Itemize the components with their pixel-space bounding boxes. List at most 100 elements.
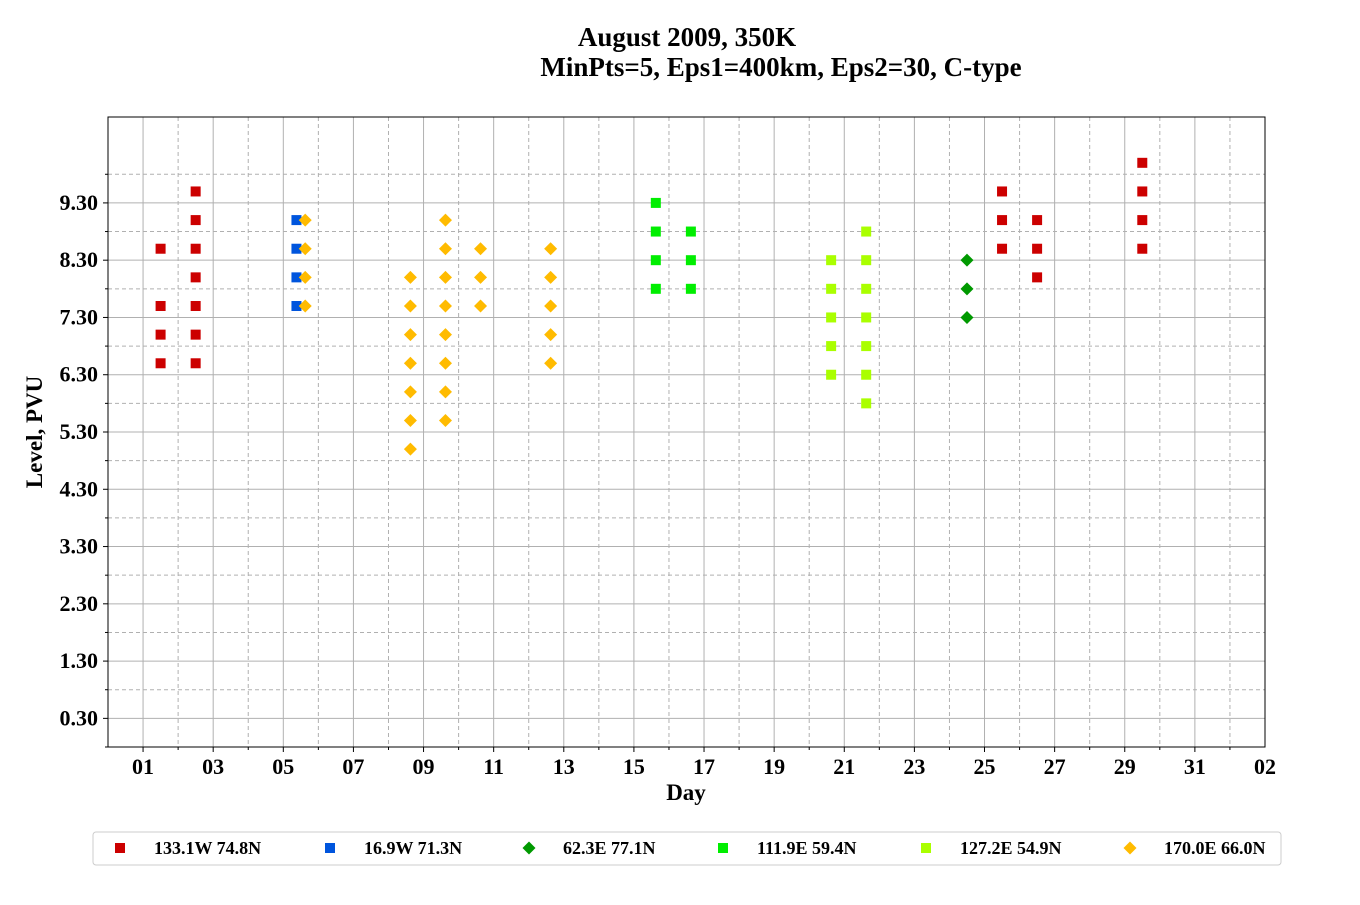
legend-label: 133.1W 74.8N: [154, 838, 261, 858]
data-point: [291, 301, 302, 311]
data-point: [960, 282, 974, 296]
data-point: [438, 242, 452, 256]
legend-box: [92, 831, 1282, 866]
data-point: [474, 242, 488, 256]
data-point: [291, 215, 302, 226]
data-point: [403, 270, 417, 284]
data-point: [685, 226, 696, 237]
data-point: [997, 186, 1008, 197]
data-point: [544, 356, 558, 370]
data-point: [650, 197, 661, 208]
legend-label: 16.9W 71.3N: [364, 838, 462, 858]
data-point: [861, 398, 872, 409]
data-point: [190, 215, 201, 226]
legend-marker: [921, 843, 931, 853]
data-point: [438, 270, 452, 284]
data-point: [861, 341, 872, 352]
x-tick-label: 07: [342, 754, 364, 779]
x-tick-label: 09: [413, 754, 435, 779]
data-point: [1032, 272, 1043, 283]
data-point: [861, 226, 872, 237]
grid: [108, 117, 1265, 747]
data-point: [997, 243, 1008, 254]
data-point: [544, 270, 558, 284]
x-tick-label: 21: [833, 754, 855, 779]
legend-marker: [1123, 841, 1137, 855]
x-tick-label: 19: [763, 754, 785, 779]
x-tick-label: 15: [623, 754, 645, 779]
data-point: [826, 312, 837, 323]
data-point: [826, 369, 837, 380]
data-point: [155, 243, 166, 254]
data-point: [190, 301, 201, 311]
data-point: [403, 385, 417, 399]
y-tick-label: 0.30: [60, 705, 99, 730]
data-point: [298, 270, 312, 284]
data-points: [155, 157, 1148, 456]
x-tick-label: 03: [202, 754, 224, 779]
data-point: [190, 186, 201, 197]
y-tick-label: 5.30: [60, 419, 99, 444]
y-tick-label: 4.30: [60, 476, 99, 501]
legend-label: 111.9E 59.4N: [757, 838, 857, 858]
data-point: [861, 255, 872, 266]
x-tick-label: 02: [1254, 754, 1276, 779]
data-point: [155, 358, 166, 369]
legend: 133.1W 74.8N 16.9W 71.3N 62.3E 77.1N 111.9E…: [115, 838, 1266, 858]
data-point: [650, 283, 661, 294]
data-point: [298, 299, 312, 313]
data-point: [1137, 186, 1148, 197]
data-point: [960, 310, 974, 324]
legend-marker: [115, 843, 125, 853]
data-point: [190, 272, 201, 283]
data-point: [685, 255, 696, 266]
data-point: [190, 358, 201, 369]
data-point: [155, 329, 166, 340]
y-axis-label: Level, PVU: [22, 375, 47, 488]
x-tick-label: 29: [1114, 754, 1136, 779]
x-axis-label: Day: [666, 780, 706, 805]
data-point: [997, 215, 1008, 226]
axis-ticks: 01 03 05 07 09 11 13 15 17 19 21 23 25 27 29 31 02 0.30 1.…: [60, 173, 1276, 779]
data-point: [1137, 243, 1148, 254]
data-point: [190, 243, 201, 254]
data-point: [474, 270, 488, 284]
data-point: [298, 242, 312, 256]
data-point: [438, 299, 452, 313]
legend-marker: [325, 843, 335, 853]
legend-marker: [522, 841, 536, 855]
data-point: [861, 283, 872, 294]
data-point: [650, 255, 661, 266]
legend-label: 127.2E 54.9N: [960, 838, 1062, 858]
x-tick-label: 25: [974, 754, 996, 779]
y-tick-label: 9.30: [60, 190, 99, 215]
data-point: [403, 356, 417, 370]
data-point: [1137, 157, 1148, 168]
data-point: [544, 328, 558, 342]
data-point: [403, 328, 417, 342]
data-point: [861, 312, 872, 323]
data-point: [403, 299, 417, 313]
data-point: [155, 301, 166, 311]
y-tick-label: 3.30: [60, 534, 99, 559]
y-tick-label: 8.30: [60, 247, 99, 272]
x-tick-label: 27: [1044, 754, 1066, 779]
data-point: [826, 255, 837, 266]
legend-label: 62.3E 77.1N: [563, 838, 656, 858]
x-tick-label: 11: [483, 754, 504, 779]
data-point: [291, 272, 302, 283]
x-tick-label: 31: [1184, 754, 1206, 779]
chart-subtitle: MinPts=5, Eps1=400km, Eps2=30, C-type: [540, 52, 1021, 82]
data-point: [685, 283, 696, 294]
data-point: [438, 356, 452, 370]
data-point: [960, 253, 974, 267]
data-point: [544, 242, 558, 256]
x-tick-label: 13: [553, 754, 575, 779]
data-point: [438, 385, 452, 399]
data-point: [861, 369, 872, 380]
data-point: [544, 299, 558, 313]
data-point: [1137, 215, 1148, 226]
data-point: [190, 329, 201, 340]
data-point: [826, 283, 837, 294]
